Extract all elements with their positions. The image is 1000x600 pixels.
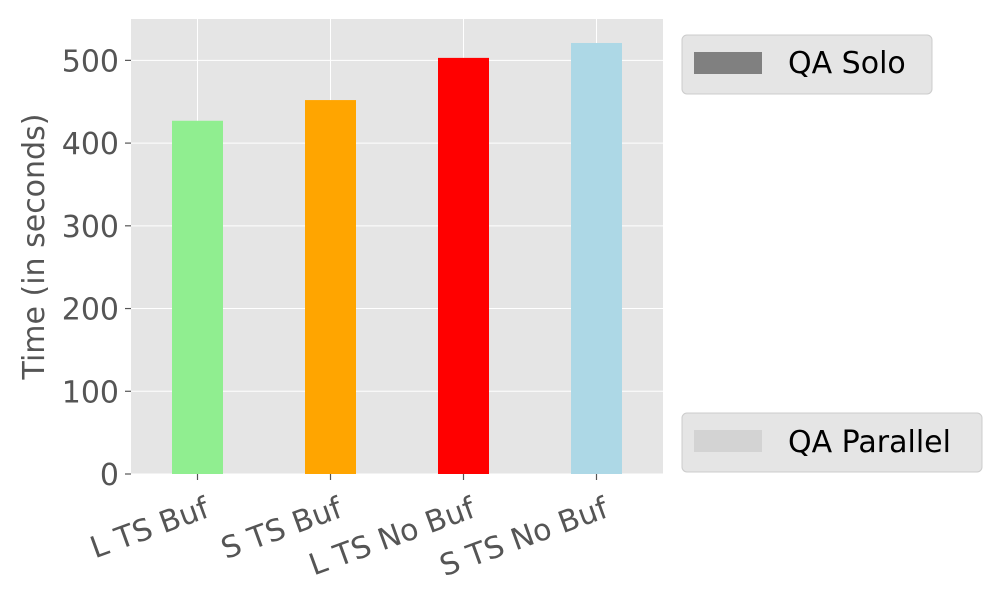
y-tick-label: 200 bbox=[62, 293, 119, 328]
y-tick-label: 400 bbox=[62, 127, 119, 162]
legend-qa-solo: QA Solo bbox=[681, 34, 933, 95]
legend-swatch-qa-solo bbox=[694, 52, 762, 74]
legend-qa-parallel: QA Parallel bbox=[681, 412, 983, 473]
y-tick-label: 300 bbox=[62, 210, 119, 245]
y-axis-label: Time (in seconds) bbox=[17, 114, 52, 381]
legend-swatch-qa-parallel bbox=[694, 430, 762, 452]
bar-2 bbox=[305, 100, 356, 474]
bar-1 bbox=[172, 120, 223, 474]
legend-label-qa-solo: QA Solo bbox=[788, 46, 906, 81]
y-axis-ticks: 0 100 200 300 400 500 bbox=[62, 44, 131, 493]
legend-box bbox=[681, 412, 983, 473]
bars bbox=[172, 42, 622, 475]
x-tick-label: L TS Buf bbox=[86, 490, 215, 566]
y-tick-label: 0 bbox=[100, 458, 119, 493]
y-tick-label: 500 bbox=[62, 44, 119, 79]
bar-3 bbox=[438, 57, 489, 475]
y-tick-label: 100 bbox=[62, 375, 119, 410]
legend-label-qa-parallel: QA Parallel bbox=[788, 425, 951, 460]
legend-box bbox=[681, 34, 933, 95]
bar-4 bbox=[571, 42, 622, 475]
